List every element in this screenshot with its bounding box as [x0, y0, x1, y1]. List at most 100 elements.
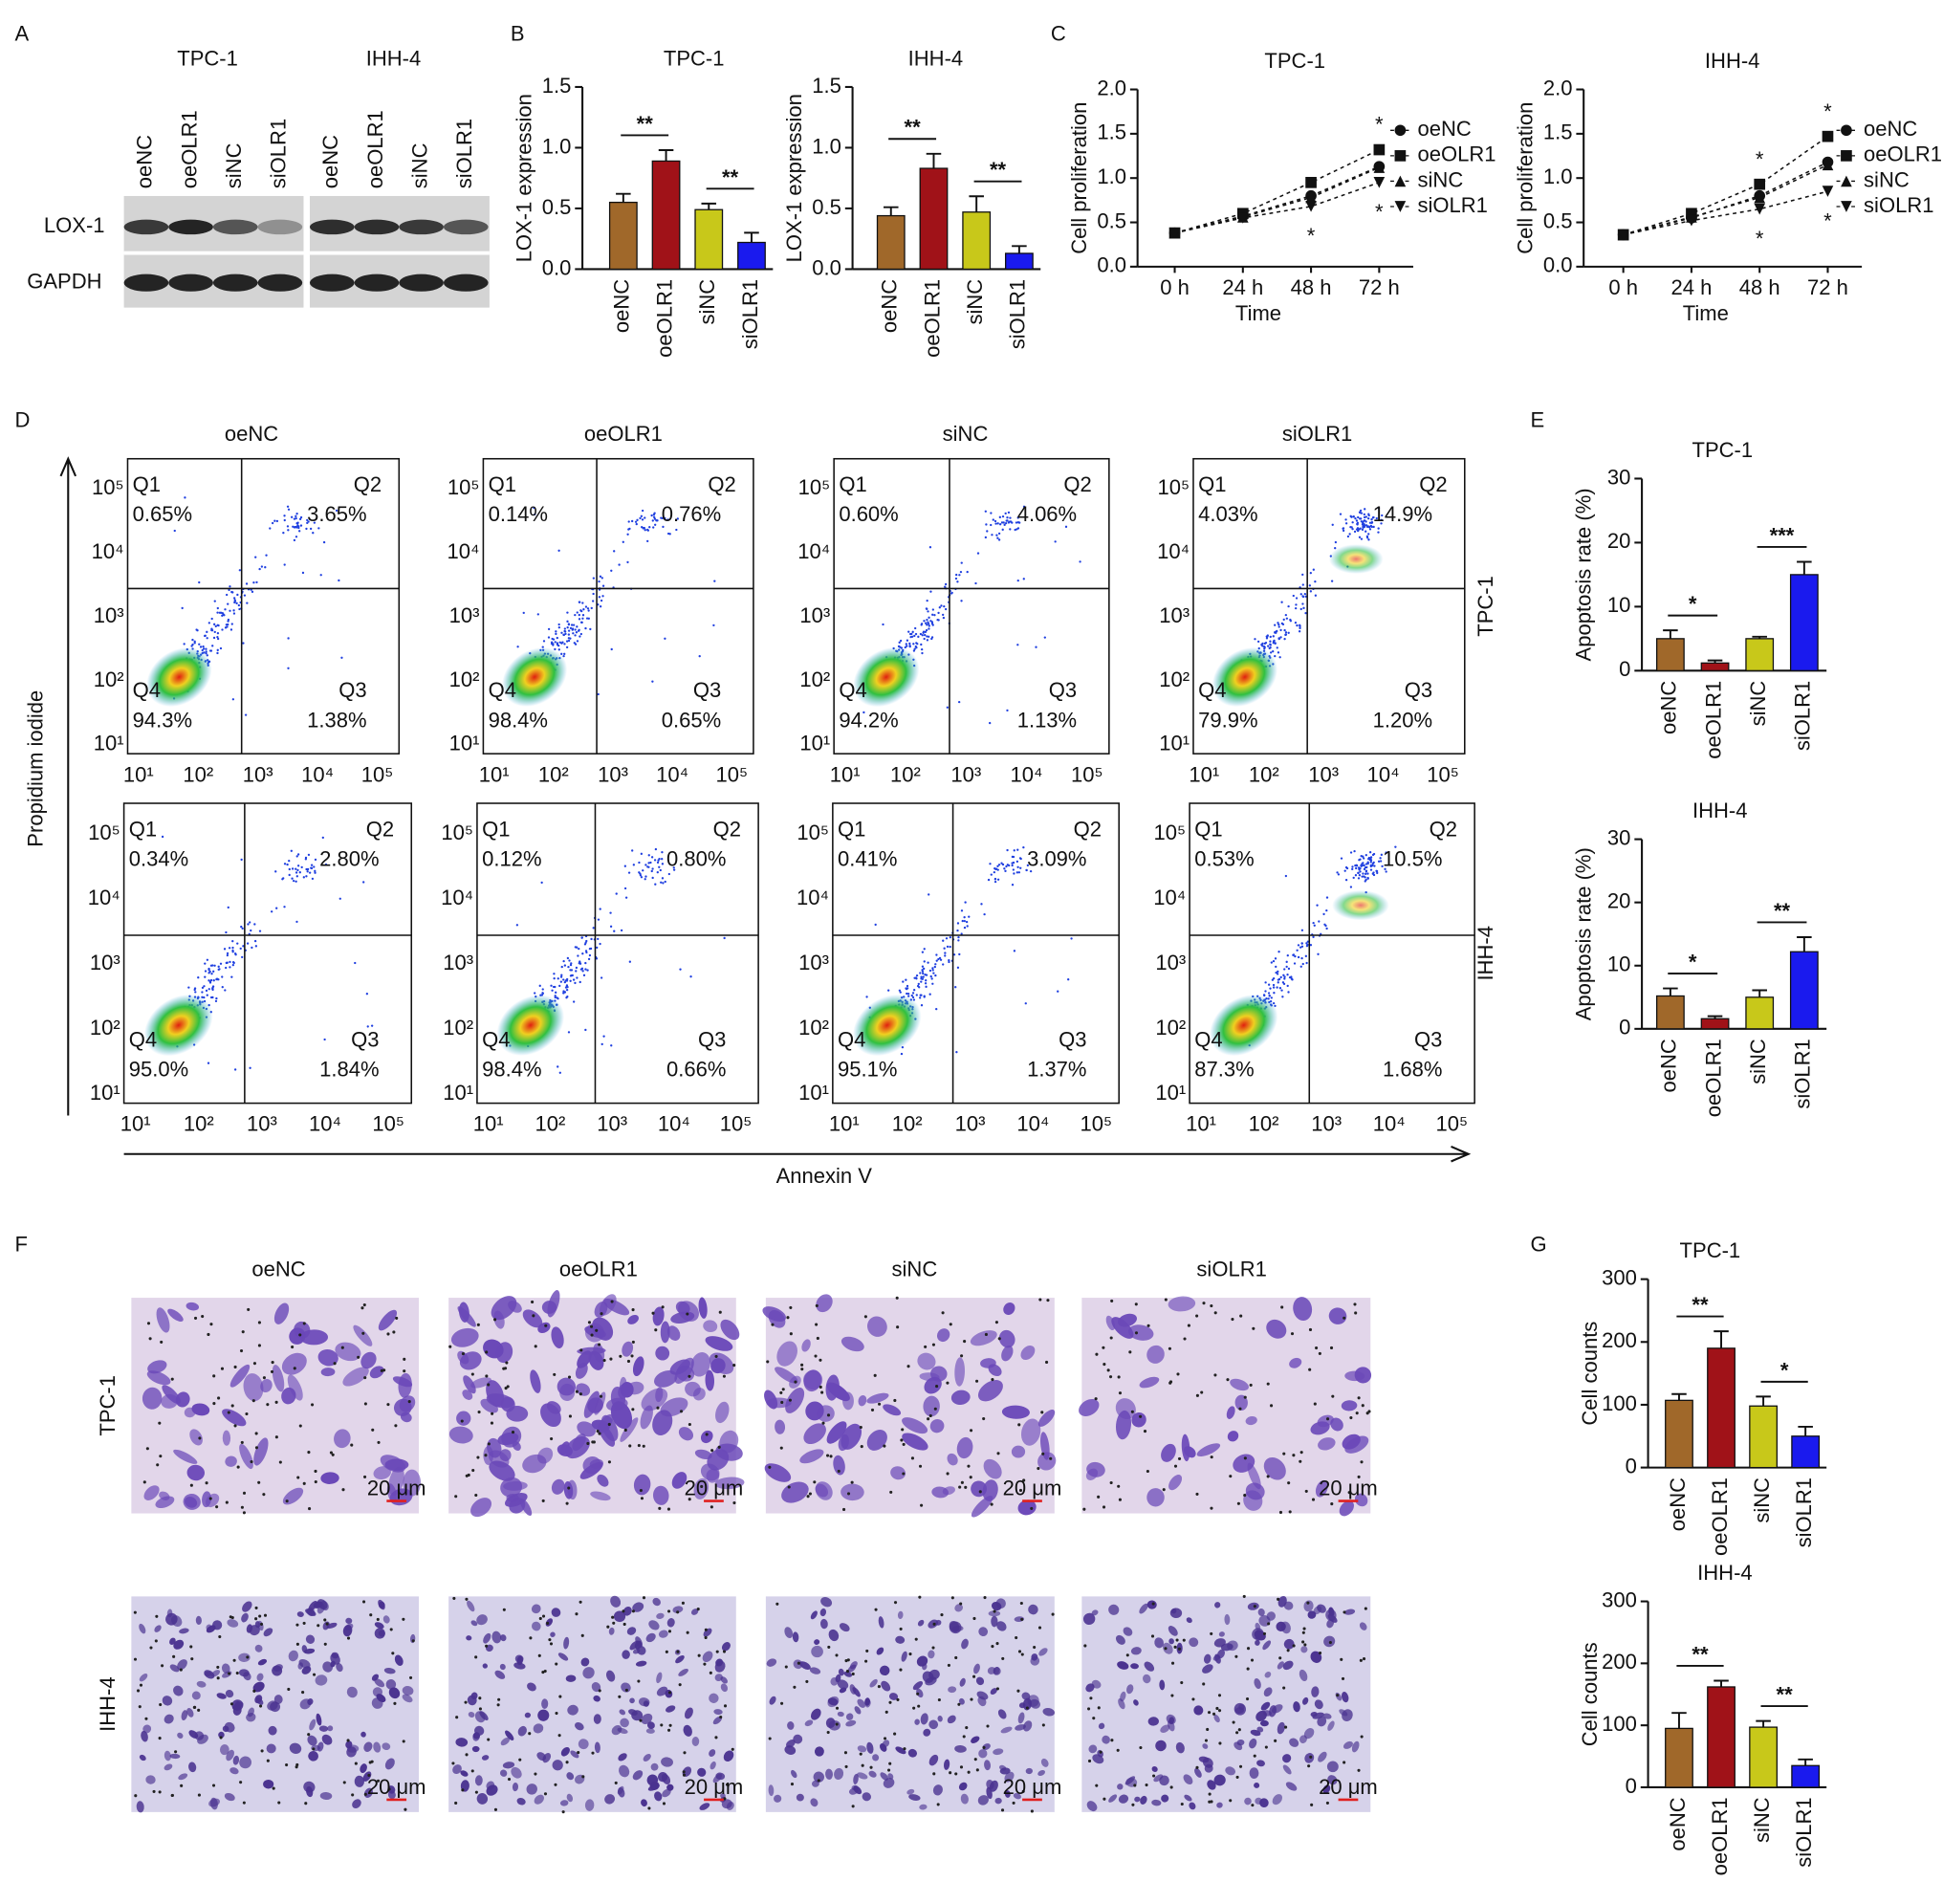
flow-event — [340, 656, 343, 659]
stained-cell — [997, 1709, 1007, 1719]
flow-event — [562, 633, 565, 637]
membrane-pore — [454, 1495, 458, 1499]
flow-event — [579, 609, 582, 612]
flow-event — [1367, 538, 1370, 541]
stained-cell — [232, 1755, 240, 1765]
flow-event — [212, 623, 216, 626]
stained-cell — [869, 1678, 878, 1688]
stained-cell — [565, 1435, 590, 1459]
flow-event — [647, 854, 650, 857]
flow-event — [227, 618, 230, 622]
flow-event — [221, 628, 224, 631]
membrane-pore — [946, 1381, 950, 1385]
flow-event — [950, 591, 953, 595]
stained-cell — [1227, 1431, 1239, 1442]
stained-cell — [500, 1634, 507, 1642]
stained-cell — [1042, 1707, 1056, 1717]
stained-cell — [656, 1612, 665, 1619]
membrane-pore — [341, 1488, 345, 1492]
flow-event — [1313, 924, 1316, 927]
membrane-pore — [986, 1724, 990, 1728]
membrane-pore — [274, 1400, 278, 1404]
membrane-pore — [568, 1414, 572, 1418]
flow-event — [600, 976, 603, 979]
membrane-pore — [631, 1308, 635, 1312]
flow-event — [570, 624, 574, 626]
flow-event — [926, 624, 928, 626]
stained-cell — [188, 1730, 199, 1739]
flow-event — [679, 968, 682, 971]
quadrant-value: 1.20% — [1373, 708, 1432, 732]
membrane-pore — [382, 1368, 386, 1372]
flow-event — [974, 581, 977, 585]
flow-event — [1317, 952, 1320, 955]
flow-event — [569, 979, 572, 982]
flow-event — [557, 977, 559, 980]
x-tick-label: oeOLR1 — [1708, 1797, 1732, 1875]
flow-event — [569, 963, 573, 967]
stained-cell — [627, 1315, 639, 1324]
membrane-pore — [962, 1735, 966, 1739]
membrane-pore — [1118, 1391, 1123, 1395]
stained-cell — [619, 1764, 630, 1778]
membrane-pore — [1097, 1706, 1101, 1710]
flow-event — [661, 863, 665, 865]
flow-event — [254, 556, 257, 558]
quadrant-name: Q2 — [708, 472, 735, 496]
quadrant-value: 94.2% — [839, 708, 898, 732]
stained-cell — [224, 1792, 235, 1802]
stained-cell — [1255, 1622, 1261, 1631]
stained-cell — [920, 1713, 928, 1725]
membrane-pore — [893, 1601, 898, 1605]
flow-event — [623, 886, 627, 890]
flow-event — [229, 609, 231, 612]
flow-event — [600, 599, 603, 602]
flow-event — [229, 966, 231, 969]
flow-event — [231, 946, 234, 950]
flow-event — [1284, 631, 1288, 634]
flow-event — [295, 871, 298, 874]
membrane-pore — [865, 1649, 869, 1652]
membrane-pore — [931, 1646, 935, 1650]
legend-marker — [1394, 175, 1407, 187]
flow-event — [997, 532, 1001, 536]
x-tick-label: 10³ — [955, 1112, 986, 1136]
membrane-pore — [1301, 1640, 1305, 1644]
stained-cell — [474, 1775, 483, 1786]
flow-event — [1289, 618, 1292, 622]
x-tick-label: 10³ — [1308, 762, 1339, 786]
membrane-pore — [997, 1337, 1001, 1341]
flow-event — [540, 881, 543, 885]
flow-event — [308, 871, 312, 874]
flow-event — [584, 1028, 587, 1032]
stained-cell — [699, 1803, 710, 1810]
membrane-pore — [1041, 1452, 1045, 1455]
membrane-pore — [291, 1346, 295, 1349]
flow-event — [293, 517, 296, 520]
membrane-pore — [313, 1673, 317, 1676]
flow-event — [283, 906, 286, 908]
flow-event — [584, 941, 587, 944]
stained-cell — [479, 1711, 489, 1721]
flow-event — [1309, 944, 1313, 947]
flow-event — [923, 620, 926, 623]
flow-event — [580, 621, 583, 624]
membrane-pore — [179, 1668, 183, 1672]
stained-cell — [1085, 1468, 1099, 1480]
membrane-pore — [1164, 1298, 1168, 1302]
flow-event — [1352, 515, 1355, 518]
membrane-pore — [967, 1464, 971, 1468]
flow-event — [662, 525, 665, 529]
flow-event — [584, 605, 588, 608]
significance-label: * — [1780, 1358, 1789, 1382]
membrane-pore — [1218, 1741, 1222, 1745]
blot-band — [399, 219, 444, 235]
flow-event — [957, 700, 961, 704]
quadrant-value: 87.3% — [1194, 1058, 1254, 1082]
membrane-pore — [1173, 1464, 1178, 1468]
stained-cell — [971, 1736, 980, 1743]
membrane-pore — [1130, 1410, 1134, 1413]
y-tick-label: 0 — [1619, 1016, 1630, 1040]
flow-event — [565, 988, 569, 992]
